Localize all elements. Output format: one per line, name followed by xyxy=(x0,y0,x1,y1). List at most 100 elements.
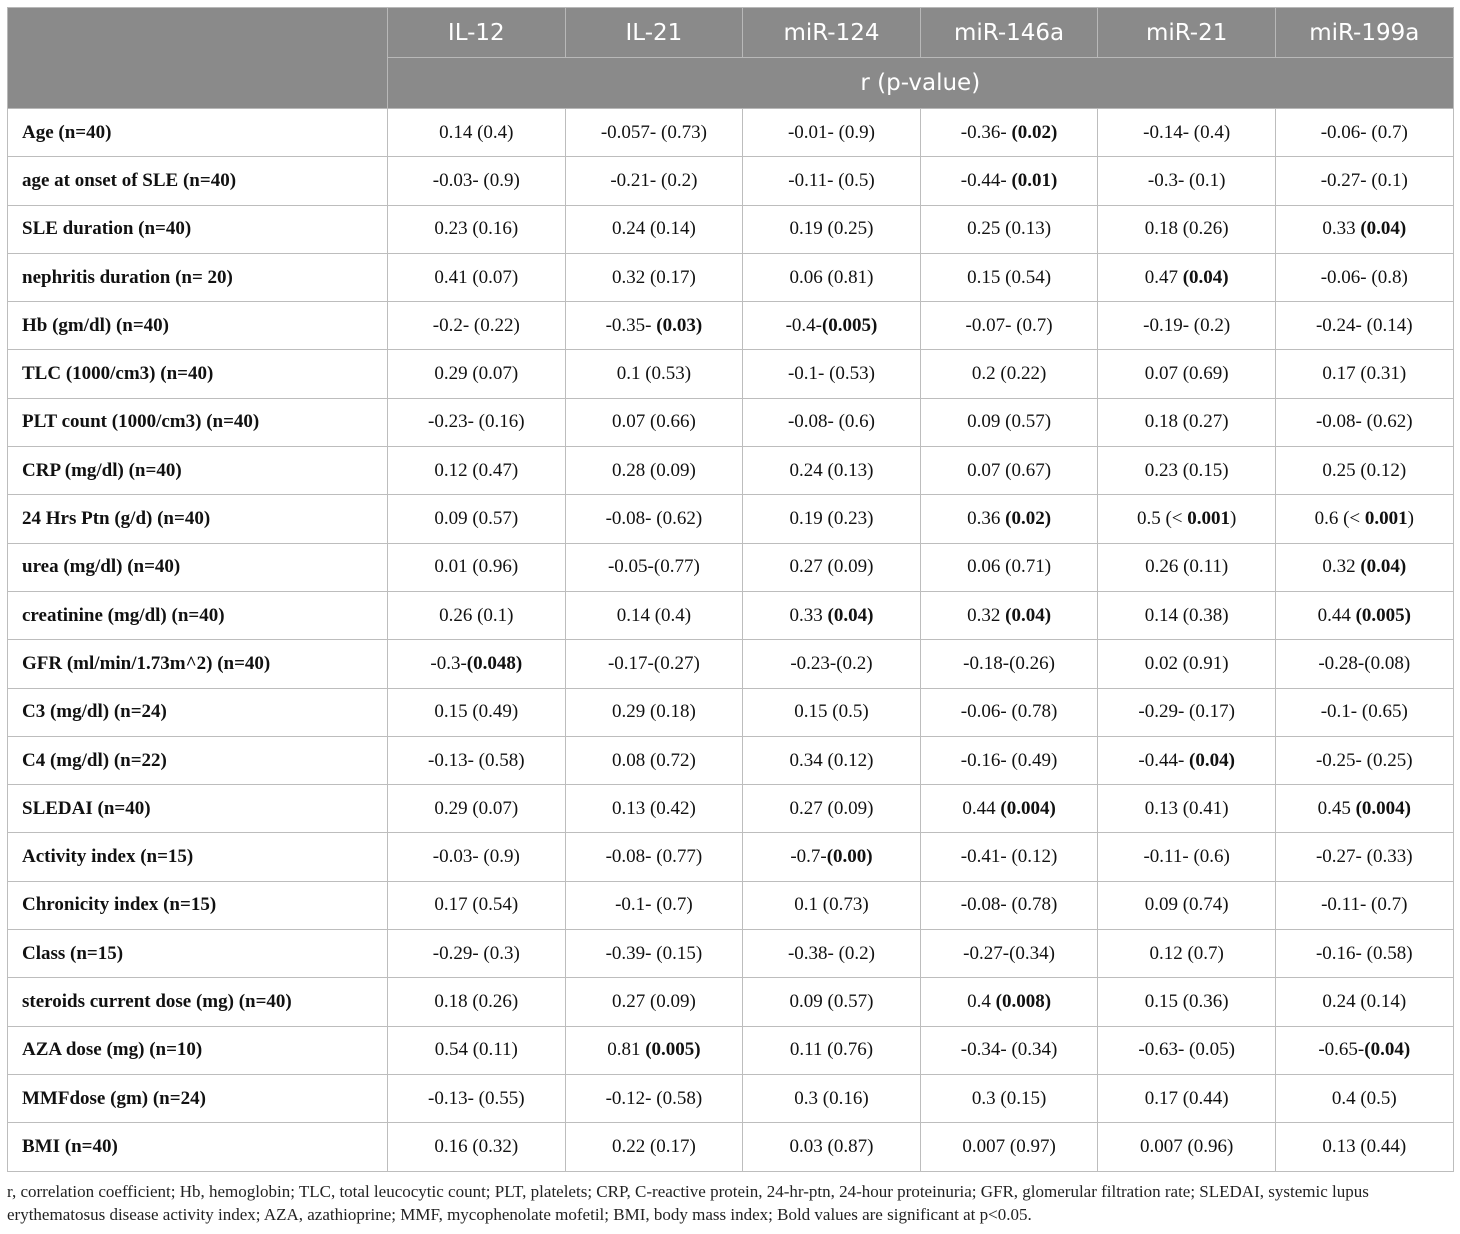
table-cell: 0.44 (0.005) xyxy=(1274,590,1454,641)
table-row: Hb (gm/dl) (n=40) -0.2- (0.22) -0.35- (0.0… xyxy=(7,301,1454,351)
row-label: SLE duration (n=40) xyxy=(7,204,388,254)
p-value: (0.23) xyxy=(827,508,874,530)
p-value: (0.77) xyxy=(656,846,703,868)
table-cell: -0.27-(0.34) xyxy=(919,929,1099,979)
table-cell: 0.28 (0.09) xyxy=(564,446,744,496)
table-row: Age (n=40) 0.14 (0.4) -0.057- (0.73) -0.01-… xyxy=(7,107,1454,158)
r-value: -0.08- xyxy=(605,508,652,530)
table-cell: 0.15 (0.5) xyxy=(742,687,921,737)
r-value: 0.54 xyxy=(434,1039,468,1061)
table-row: AZA dose (mg) (n=10) 0.54 (0.11) 0.81 (0.0… xyxy=(7,1025,1454,1075)
table-row: BMI (n=40) 0.16 (0.32) 0.22 (0.17) 0.03 (0.… xyxy=(7,1122,1454,1172)
p-value: (0.26) xyxy=(1009,652,1055,674)
p-value: (0.53) xyxy=(645,363,692,385)
table-cell: 0.32 (0.04) xyxy=(919,590,1099,641)
correlation-table-container: IL-12 IL-21 miR-124 miR-146a miR-21 miR-… xyxy=(7,7,1454,1172)
table-cell: -0.11- (0.7) xyxy=(1274,880,1454,931)
r-value: -0.1- xyxy=(615,894,652,916)
p-value: (0.41) xyxy=(1182,797,1229,819)
r-value: -0.05- xyxy=(607,556,654,578)
table-cell: -0.4-(0.005) xyxy=(742,301,921,351)
row-label: 24 Hrs Ptn (g/d) (n=40) xyxy=(7,494,388,544)
p-value: (0.96) xyxy=(472,556,519,578)
r-value: -0.06- xyxy=(1320,121,1367,143)
r-value: 0.18 xyxy=(1144,411,1178,433)
table-cell: 0.14 (0.4) xyxy=(387,107,566,158)
p-value: (0.17) xyxy=(649,266,696,288)
r-value: 0.5 xyxy=(1136,508,1161,530)
table-cell: -0.44- (0.04) xyxy=(1097,735,1276,786)
p-value: (0.5) xyxy=(832,701,869,723)
table-cell: 0.24 (0.13) xyxy=(742,446,921,496)
table-cell: 0.07 (0.67) xyxy=(919,446,1099,496)
table-cell: 0.15 (0.36) xyxy=(1097,977,1276,1027)
p-value: (0.2) xyxy=(661,169,698,191)
table-cell: 0.33 (0.04) xyxy=(1274,204,1454,254)
row-label: nephritis duration (n= 20) xyxy=(7,252,388,303)
p-value: (0.77) xyxy=(653,556,700,578)
p-value: (0.16) xyxy=(478,411,525,433)
p-value-significant: (0.04) xyxy=(1005,604,1052,626)
table-cell: -0.2- (0.22) xyxy=(387,301,566,351)
p-value-significant: (0.005) xyxy=(1355,604,1411,626)
p-value: (0.1) xyxy=(477,604,514,626)
p-value: (0.7) xyxy=(656,894,693,916)
table-cell: -0.7-(0.00) xyxy=(742,832,921,882)
p-value: (0.76) xyxy=(827,1039,874,1061)
table-cell: -0.23-(0.2) xyxy=(742,639,921,689)
r-value: -0.03- xyxy=(432,846,479,868)
row-label: Chronicity index (n=15) xyxy=(7,880,388,931)
table-cell: -0.1- (0.65) xyxy=(1274,687,1454,737)
r-value: -0.08- xyxy=(787,411,834,433)
p-value: (0.73) xyxy=(661,121,707,143)
table-cell: 0.27 (0.09) xyxy=(742,542,921,592)
table-cell: -0.16- (0.49) xyxy=(919,735,1099,786)
p-value: (0.14) xyxy=(1360,990,1407,1012)
r-value: 0.81 xyxy=(607,1039,641,1061)
r-value: 0.24 xyxy=(789,459,823,481)
p-value: (0.62) xyxy=(1366,411,1413,433)
table-cell: -0.11- (0.5) xyxy=(742,156,921,206)
r-value: -0.08- xyxy=(605,846,652,868)
p-value: (0.4) xyxy=(477,121,514,143)
r-value: -0.057- xyxy=(600,121,657,143)
r-value: -0.27- xyxy=(963,942,1010,964)
p-value: (0.34) xyxy=(1011,1039,1058,1061)
table-cell: 0.09 (0.57) xyxy=(919,397,1099,448)
r-value: 0.15 xyxy=(794,701,828,723)
r-value: 0.11 xyxy=(789,1039,823,1061)
p-value: (0.96) xyxy=(1187,1135,1234,1157)
p-value-significant: (0.03) xyxy=(656,314,703,336)
table-row: urea (mg/dl) (n=40) 0.01 (0.96) -0.05-(0.7… xyxy=(7,542,1454,592)
p-value: (0.17) xyxy=(1189,701,1235,723)
table-cell: -0.05-(0.77) xyxy=(564,542,744,592)
table-cell: -0.13- (0.58) xyxy=(387,735,566,786)
p-value: (0.58) xyxy=(478,749,525,771)
table-cell: 0.25 (0.13) xyxy=(919,204,1099,254)
table-cell: 0.17 (0.44) xyxy=(1097,1073,1276,1124)
p-value: (0.11) xyxy=(472,1039,518,1061)
p-value: (0.8) xyxy=(1371,266,1408,288)
p-value: (0.67) xyxy=(1005,459,1052,481)
table-row: CRP (mg/dl) (n=40) 0.12 (0.47) 0.28 (0.09)… xyxy=(7,446,1454,496)
p-value: (0.25) xyxy=(1366,749,1413,771)
header-row: IL-12 IL-21 miR-124 miR-146a miR-21 miR-… xyxy=(7,7,1454,109)
p-value: (0.55) xyxy=(478,1087,525,1109)
row-label: SLEDAI (n=40) xyxy=(7,784,388,834)
r-value: -0.2- xyxy=(432,314,470,336)
r-value: -0.24- xyxy=(1315,314,1362,336)
r-value: -0.1- xyxy=(787,363,825,385)
r-value: 0.14 xyxy=(1144,604,1178,626)
p-value-significant: (< 0.001) xyxy=(1343,508,1414,530)
r-value: -0.35- xyxy=(605,314,652,336)
correlation-table: IL-12 IL-21 miR-124 miR-146a miR-21 miR-… xyxy=(7,7,1454,1172)
subheader-row: r (p-value) xyxy=(8,57,1454,109)
p-value: (0.32) xyxy=(472,1135,519,1157)
table-cell: -0.35- (0.03) xyxy=(564,301,744,351)
table-cell: -0.23- (0.16) xyxy=(387,397,566,448)
table-cell: 0.6 (< 0.001) xyxy=(1274,494,1454,544)
table-cell: 0.17 (0.54) xyxy=(387,880,566,931)
r-value: -0.16- xyxy=(960,749,1007,771)
p-value: (0.1) xyxy=(1371,169,1408,191)
r-value: 0.18 xyxy=(434,990,468,1012)
